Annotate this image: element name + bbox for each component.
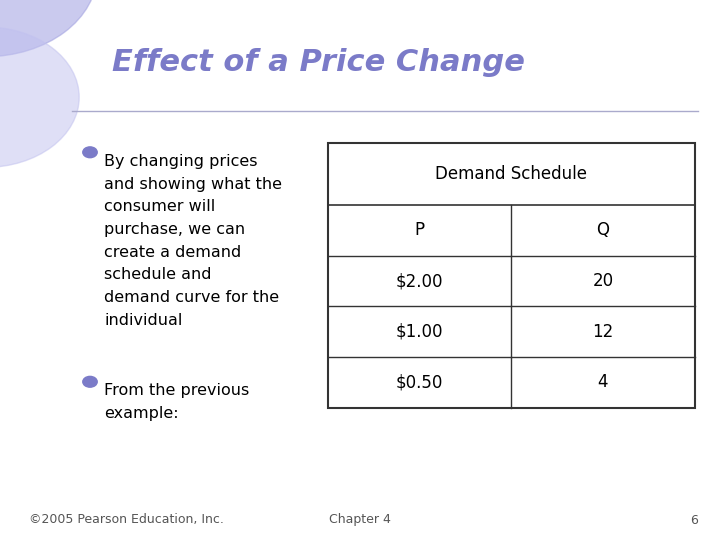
Circle shape xyxy=(83,376,97,387)
Text: ©2005 Pearson Education, Inc.: ©2005 Pearson Education, Inc. xyxy=(29,514,224,526)
Text: Q: Q xyxy=(596,221,610,239)
Text: $1.00: $1.00 xyxy=(396,323,443,341)
Text: schedule and: schedule and xyxy=(104,267,212,282)
Text: create a demand: create a demand xyxy=(104,245,242,260)
Text: and showing what the: and showing what the xyxy=(104,177,282,192)
Text: demand curve for the: demand curve for the xyxy=(104,290,279,305)
Bar xyxy=(328,143,695,408)
Text: 4: 4 xyxy=(598,373,608,392)
Text: From the previous: From the previous xyxy=(104,383,250,399)
Text: $0.50: $0.50 xyxy=(396,373,443,392)
Text: purchase, we can: purchase, we can xyxy=(104,222,246,237)
Text: example:: example: xyxy=(104,406,179,421)
Text: consumer will: consumer will xyxy=(104,199,216,214)
Circle shape xyxy=(0,0,97,57)
Text: individual: individual xyxy=(104,313,183,328)
Text: By changing prices: By changing prices xyxy=(104,154,258,169)
Text: P: P xyxy=(414,221,425,239)
Circle shape xyxy=(83,147,97,158)
Circle shape xyxy=(0,27,79,167)
Text: 12: 12 xyxy=(593,323,613,341)
Text: $2.00: $2.00 xyxy=(396,272,443,290)
Text: Effect of a Price Change: Effect of a Price Change xyxy=(112,48,524,77)
Text: Chapter 4: Chapter 4 xyxy=(329,514,391,526)
Text: Demand Schedule: Demand Schedule xyxy=(435,165,588,183)
Text: 6: 6 xyxy=(690,514,698,526)
Text: 20: 20 xyxy=(593,272,613,290)
